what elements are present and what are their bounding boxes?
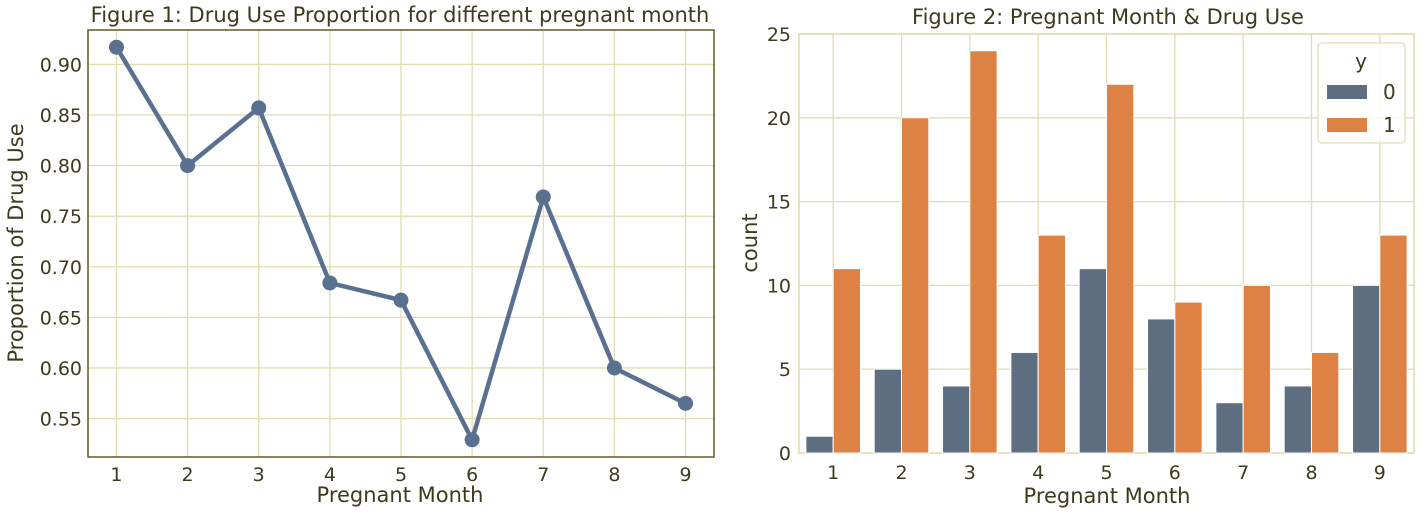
chart1-data-point <box>535 189 551 205</box>
chart1-x-tick-label: 2 <box>182 464 194 486</box>
chart2-bar-series-1 <box>969 50 998 454</box>
chart1-grid <box>88 30 714 457</box>
chart2-x-tick-label: 8 <box>1305 462 1317 484</box>
chart1-x-tick-label: 3 <box>253 464 265 486</box>
chart2-x-tick-label: 6 <box>1169 462 1181 484</box>
chart2-bar-series-0 <box>1352 284 1381 454</box>
chart2-y-tick-label: 15 <box>767 192 791 214</box>
bar-chart: Figure 2: Pregnant Month & Drug Use 1 2 3 4… <box>738 5 1415 508</box>
chart2-x-tick-label: 3 <box>964 462 976 484</box>
chart2-y-tick-label: 0 <box>779 443 791 465</box>
chart1-y-tick-label: 0.60 <box>40 358 82 380</box>
chart1-data-point <box>606 360 622 376</box>
legend-label-0: 0 <box>1383 80 1396 104</box>
chart1-y-axis-label: Proportion of Drug Use <box>4 123 28 362</box>
chart2-bar-series-0 <box>805 435 834 454</box>
chart2-bar-series-1 <box>1174 301 1203 454</box>
chart2-y-tick-label: 20 <box>767 108 791 130</box>
legend-swatch-0 <box>1327 85 1367 99</box>
chart1-x-axis-label: Pregnant Month <box>317 483 484 507</box>
chart2-y-ticks: 0 5 10 15 20 25 <box>767 24 791 465</box>
chart1-x-tick-label: 1 <box>110 464 122 486</box>
chart1-x-tick-label: 8 <box>608 464 620 486</box>
chart1-data-point <box>393 292 409 308</box>
chart2-y-tick-label: 25 <box>767 24 791 46</box>
chart2-bar-series-0 <box>1078 268 1107 454</box>
chart2-legend: y 0 1 <box>1317 42 1406 144</box>
chart1-y-tick-label: 0.70 <box>40 257 82 279</box>
chart2-y-tick-label: 5 <box>779 359 791 381</box>
chart2-y-tick-label: 10 <box>767 275 791 297</box>
chart2-bar-series-1 <box>901 117 930 454</box>
legend-title: y <box>1355 49 1367 73</box>
chart2-bar-series-1 <box>832 268 861 454</box>
chart2-x-tick-label: 2 <box>895 462 907 484</box>
chart1-y-tick-label: 0.55 <box>40 409 82 431</box>
chart2-x-ticks: 1 2 3 4 5 6 7 8 9 <box>827 462 1386 484</box>
chart1-data-point <box>678 395 694 411</box>
chart1-y-tick-label: 0.65 <box>40 307 82 329</box>
chart2-bar-series-0 <box>873 368 903 454</box>
chart2-bar-series-1 <box>1311 351 1340 454</box>
chart2-bar-series-1 <box>1106 83 1135 454</box>
chart2-bar-series-0 <box>1215 402 1244 454</box>
chart2-bar-series-0 <box>1283 385 1312 454</box>
chart1-x-tick-label: 7 <box>537 464 549 486</box>
chart1-y-ticks: 0.55 0.60 0.65 0.70 0.75 0.80 0.85 0.90 <box>40 54 82 430</box>
chart1-y-tick-label: 0.75 <box>40 206 82 228</box>
chart1-data-point <box>251 100 267 116</box>
chart2-bar-series-1 <box>1037 234 1066 454</box>
chart2-bar-series-0 <box>942 385 971 454</box>
chart1-y-tick-label: 0.90 <box>40 54 82 76</box>
chart1-x-ticks: 1 2 3 4 5 6 7 8 9 <box>110 464 691 486</box>
chart2-x-tick-label: 4 <box>1032 462 1044 484</box>
chart1-frame <box>87 29 715 458</box>
chart2-y-axis-label: count <box>738 213 762 272</box>
chart1-data-point <box>108 39 124 55</box>
chart1-data-point <box>180 158 196 174</box>
chart1-data-point <box>464 432 480 448</box>
chart1-data-point <box>322 275 338 291</box>
chart1-x-tick-label: 6 <box>466 464 478 486</box>
chart2-bar-series-1 <box>1242 284 1271 454</box>
chart1-x-tick-label: 5 <box>395 464 407 486</box>
legend-swatch-1 <box>1327 118 1367 132</box>
chart2-x-tick-label: 7 <box>1237 462 1249 484</box>
chart1-y-tick-label: 0.80 <box>40 156 82 178</box>
chart2-title: Figure 2: Pregnant Month & Drug Use <box>912 5 1304 29</box>
chart2-x-tick-label: 1 <box>827 462 839 484</box>
line-chart: Figure 1: Drug Use Proportion for differ… <box>4 3 715 507</box>
chart2-x-axis-label: Pregnant Month <box>1024 484 1191 508</box>
chart1-points <box>108 39 694 448</box>
chart2-bar-series-0 <box>1147 318 1176 454</box>
chart2-x-tick-label: 9 <box>1374 462 1386 484</box>
chart1-y-tick-label: 0.85 <box>40 105 82 127</box>
chart2-bar-series-1 <box>1379 234 1408 454</box>
chart1-x-tick-label: 9 <box>679 464 691 486</box>
chart2-bar-series-0 <box>1010 351 1039 454</box>
chart2-bars <box>805 50 1408 454</box>
legend-label-1: 1 <box>1383 113 1396 137</box>
chart2-x-tick-label: 5 <box>1100 462 1112 484</box>
chart1-title: Figure 1: Drug Use Proportion for differ… <box>91 3 710 27</box>
chart1-x-tick-label: 4 <box>324 464 336 486</box>
